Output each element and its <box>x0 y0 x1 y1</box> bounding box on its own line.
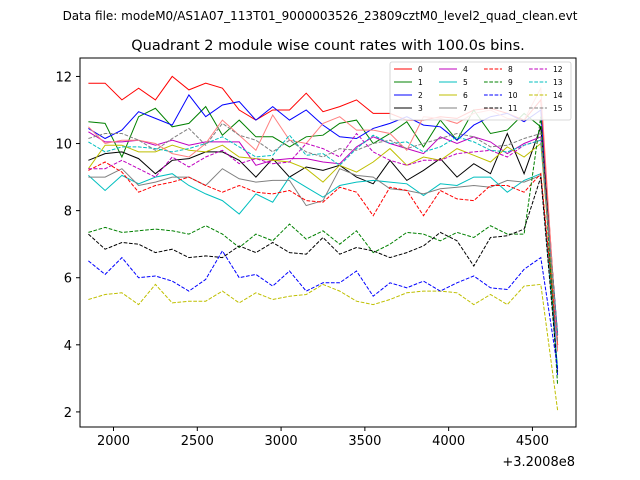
legend-label-9: 9 <box>508 78 513 87</box>
series-line-blue-dashed <box>88 249 559 369</box>
x-tick-label-2000: 2000 <box>97 434 130 449</box>
legend-label-4: 4 <box>463 65 468 74</box>
y-tick-label-10: 10 <box>55 138 72 153</box>
x-tick-label-3000: 3000 <box>265 434 298 449</box>
y-tick-label-8: 8 <box>64 205 72 220</box>
series-line-11 <box>88 176 559 372</box>
legend-label-10: 10 <box>508 91 518 100</box>
y-tick-label-4: 4 <box>64 339 72 354</box>
x-tick-label-2500: 2500 <box>181 434 214 449</box>
y-tick-label-2: 2 <box>64 406 72 421</box>
series-line-1 <box>88 105 559 345</box>
series-line-10 <box>88 86 559 352</box>
plot-frame <box>79 57 577 428</box>
legend-label-15: 15 <box>553 104 563 113</box>
legend-label-2: 2 <box>418 91 423 100</box>
legend-label-14: 14 <box>553 91 563 100</box>
legend-box <box>389 61 572 121</box>
legend-label-12: 12 <box>553 65 563 74</box>
series-line-4 <box>88 131 559 335</box>
x-tick-label-3500: 3500 <box>348 434 381 449</box>
legend-label-7: 7 <box>463 104 468 113</box>
legend-label-8: 8 <box>508 65 513 74</box>
chart-title: Quadrant 2 module wise count rates with … <box>131 38 525 54</box>
legend-label-6: 6 <box>463 91 468 100</box>
series-line-13 <box>88 134 559 335</box>
data-file-suptitle: Data file: modeM0/AS1A07_113T01_90000035… <box>63 9 578 23</box>
legend-label-11: 11 <box>508 104 518 113</box>
series-line-7 <box>88 168 559 349</box>
series-line-12 <box>88 132 559 339</box>
x-axis-offset-label: +3.2008e8 <box>502 455 575 470</box>
legend-label-0: 0 <box>418 65 423 74</box>
legend-label-3: 3 <box>418 104 423 113</box>
series-line-9 <box>88 116 559 386</box>
legend-label-5: 5 <box>463 78 468 87</box>
y-tick-label-6: 6 <box>64 272 72 287</box>
series-line-2 <box>88 93 559 376</box>
y-tick-label-12: 12 <box>55 70 72 85</box>
x-tick-label-4000: 4000 <box>432 434 465 449</box>
series-line-14 <box>88 283 559 411</box>
series-line-8 <box>88 161 559 345</box>
series-line-5 <box>88 172 559 369</box>
legend-label-13: 13 <box>553 78 563 87</box>
series-line-6 <box>87 142 559 345</box>
series-line-15 <box>88 122 559 342</box>
x-tick-label-4500: 4500 <box>516 434 549 449</box>
series-line-3 <box>88 126 559 335</box>
legend-label-1: 1 <box>418 78 423 87</box>
series-layer <box>87 75 559 411</box>
